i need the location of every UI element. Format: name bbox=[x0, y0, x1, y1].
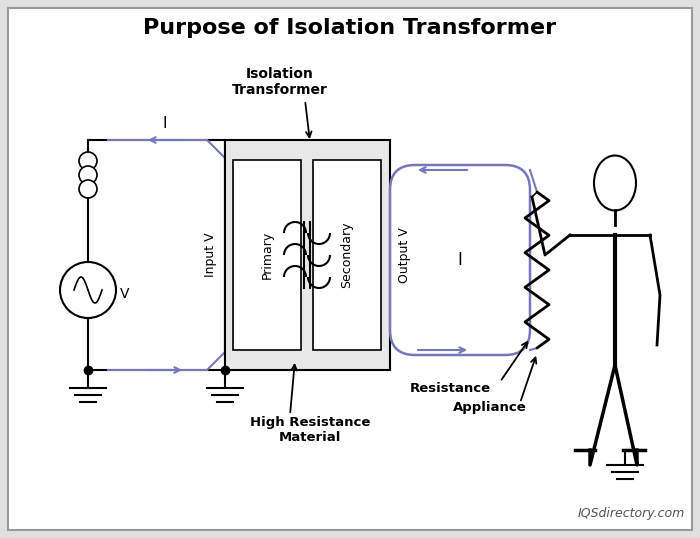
Bar bbox=[313, 160, 381, 350]
Circle shape bbox=[79, 166, 97, 184]
Text: Output V: Output V bbox=[398, 227, 411, 283]
Text: I: I bbox=[162, 117, 167, 131]
Text: Purpose of Isolation Transformer: Purpose of Isolation Transformer bbox=[144, 18, 556, 38]
Text: Resistance: Resistance bbox=[410, 381, 491, 394]
Text: Input V: Input V bbox=[204, 233, 217, 277]
Ellipse shape bbox=[594, 155, 636, 210]
Circle shape bbox=[79, 180, 97, 198]
Text: Appliance: Appliance bbox=[453, 401, 527, 414]
Text: Primary: Primary bbox=[260, 231, 274, 279]
Bar bbox=[233, 160, 301, 350]
Text: V: V bbox=[120, 287, 130, 301]
Text: IQSdirectory.com: IQSdirectory.com bbox=[578, 507, 685, 520]
Text: Isolation
Transformer: Isolation Transformer bbox=[232, 67, 328, 97]
Text: High Resistance
Material: High Resistance Material bbox=[250, 416, 370, 444]
Bar bbox=[225, 140, 390, 370]
Circle shape bbox=[79, 152, 97, 170]
Text: I: I bbox=[458, 251, 463, 269]
Text: Secondary: Secondary bbox=[340, 222, 354, 288]
Circle shape bbox=[60, 262, 116, 318]
